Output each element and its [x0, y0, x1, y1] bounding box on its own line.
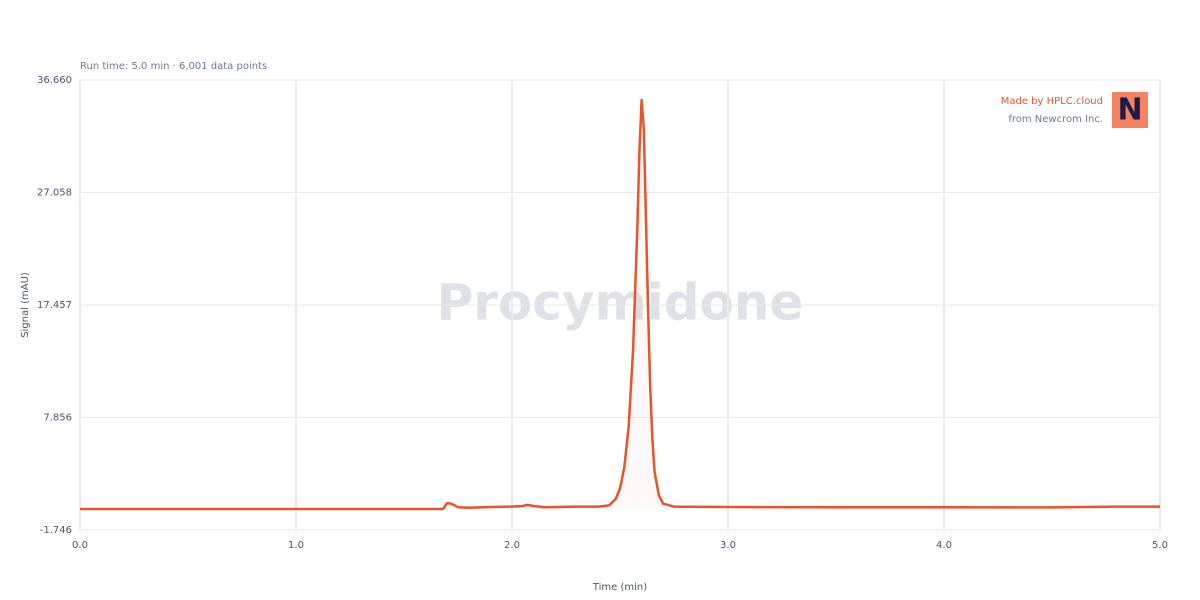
x-axis-label: Time (min) [592, 582, 647, 593]
logo: N [1117, 93, 1142, 128]
watermark: Procymidone [437, 274, 804, 332]
subtitle: Run time: 5.0 min · 6,001 data points [80, 61, 267, 72]
x-tick-label: 3.0 [720, 540, 736, 551]
x-tick-label: 4.0 [936, 540, 952, 551]
brand-sub: from Newcrom Inc. [1008, 114, 1103, 125]
logo-box [1112, 92, 1148, 128]
y-axis-label: Signal (mAU) [20, 272, 31, 338]
y-tick-label: -1.746 [40, 525, 72, 536]
y-tick-label: 17.457 [37, 300, 72, 311]
y-tick-label: 36.660 [37, 75, 72, 86]
x-tick-label: 5.0 [1152, 540, 1168, 551]
x-tick-label: 1.0 [288, 540, 304, 551]
y-tick-label: 27.058 [37, 188, 72, 199]
line [80, 98, 1160, 511]
x-tick-label: 0.0 [72, 540, 88, 551]
brand: Made by HPLC.cloud [1001, 96, 1103, 107]
x-tick-label: 2.0 [504, 540, 520, 551]
y-tick-label: 7.856 [43, 412, 72, 423]
